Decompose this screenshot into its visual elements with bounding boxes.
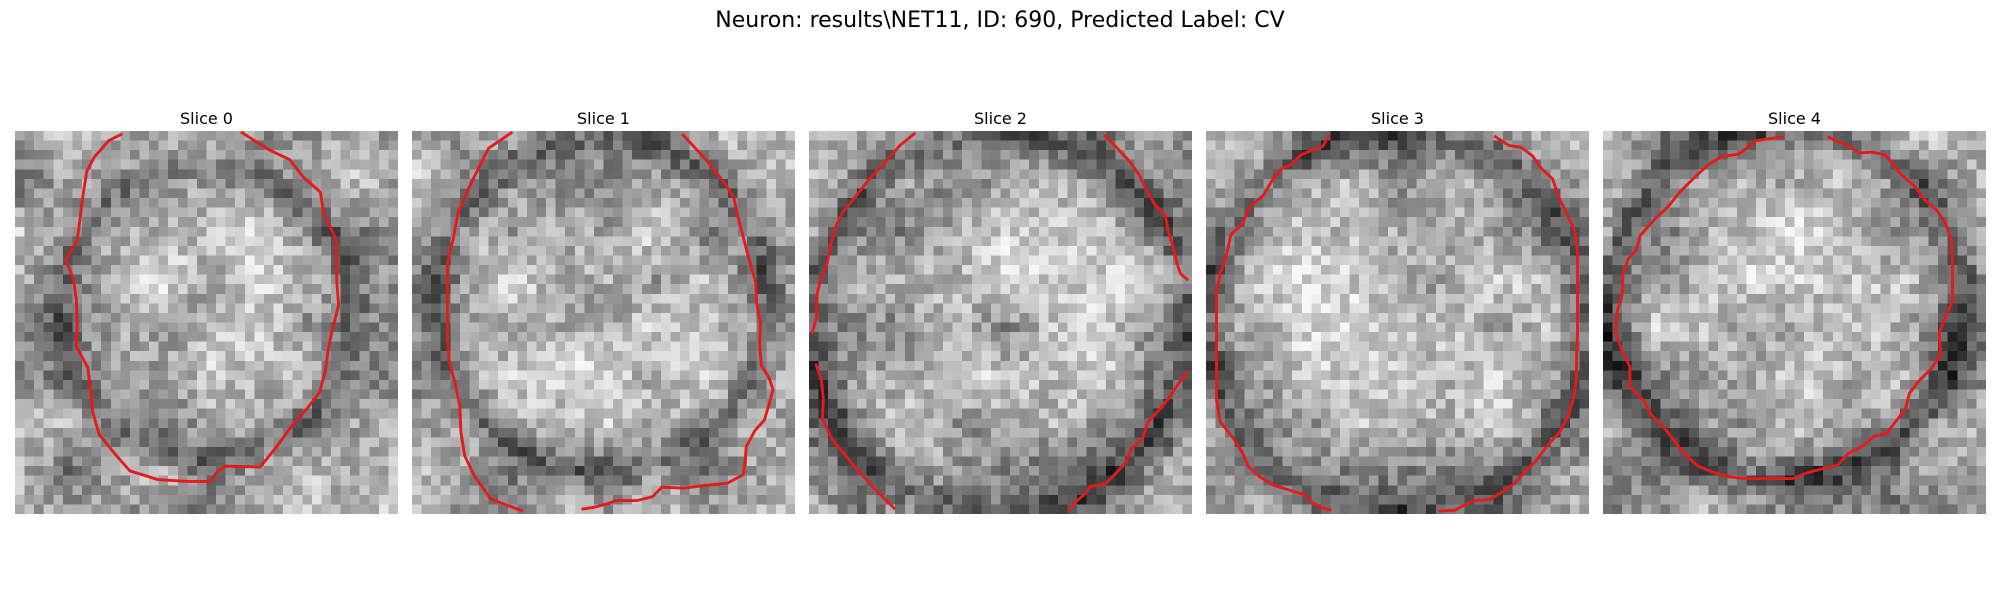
- slice-title-2: Slice 2: [974, 109, 1027, 128]
- contour-line: [445, 131, 524, 513]
- slice-panel-4: Slice 4: [1603, 107, 1986, 514]
- contour-line: [814, 363, 897, 511]
- contour-line: [1613, 135, 1954, 481]
- contour-line: [64, 131, 341, 483]
- slice-image-1: [412, 131, 795, 514]
- slice-panel-3: Slice 3: [1206, 107, 1589, 514]
- contour-line: [1102, 133, 1190, 282]
- slice-title-1: Slice 1: [577, 109, 630, 128]
- slice-image-4: [1603, 131, 1986, 514]
- contour-line: [1215, 134, 1332, 512]
- slice-title-3: Slice 3: [1371, 109, 1424, 128]
- contour-line: [810, 131, 917, 335]
- slice-image-3: [1206, 131, 1589, 514]
- figure-title: Neuron: results\NET11, ID: 690, Predicte…: [715, 8, 1285, 33]
- slice-panel-1: Slice 1: [412, 107, 795, 514]
- slice-panel-2: Slice 2: [809, 107, 1192, 514]
- slice-title-4: Slice 4: [1768, 109, 1821, 128]
- slice-image-0: [15, 131, 398, 514]
- slice-image-2: [809, 131, 1192, 514]
- slice-title-0: Slice 0: [180, 109, 233, 128]
- slice-panel-0: Slice 0: [15, 107, 398, 514]
- contour-line: [1067, 370, 1190, 512]
- contour-line: [581, 132, 775, 511]
- contour-line: [1438, 134, 1579, 513]
